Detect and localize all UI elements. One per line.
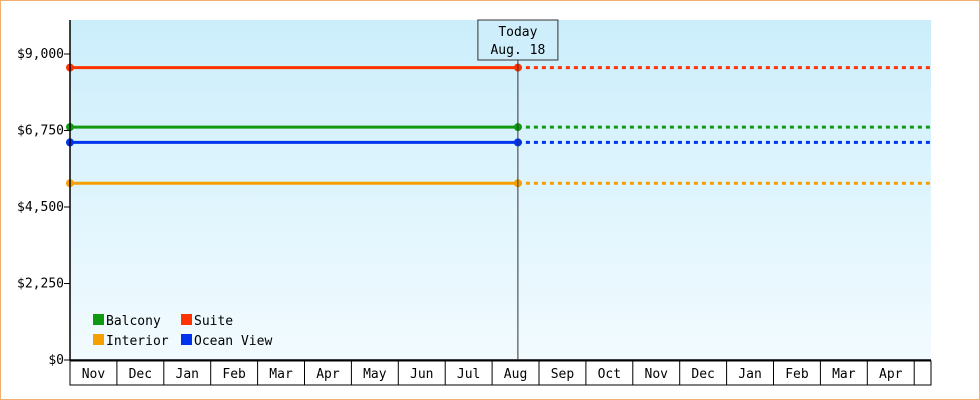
- x-tick-label: Aug: [504, 367, 527, 382]
- x-tick-label: Dec: [129, 367, 152, 382]
- x-tick-label: Apr: [879, 367, 903, 382]
- legend-swatch: [181, 314, 192, 325]
- today-date: Aug. 18: [490, 43, 545, 58]
- x-category-strip: [69, 360, 932, 386]
- x-tick-label: Mar: [269, 367, 293, 382]
- y-tick-label: $9,000: [17, 47, 64, 62]
- y-tick-label: $0: [48, 353, 64, 368]
- x-tick-label: Sep: [551, 367, 575, 382]
- x-tick-label: Feb: [785, 367, 809, 382]
- x-tick-label: Oct: [598, 367, 621, 382]
- legend-label: Suite: [194, 314, 233, 329]
- legend-label: Interior: [106, 334, 169, 349]
- x-tick-label: Feb: [222, 367, 246, 382]
- legend-label: Ocean View: [194, 334, 272, 349]
- y-tick-label: $2,250: [17, 277, 64, 292]
- x-tick-label: Jun: [410, 367, 433, 382]
- legend-label: Balcony: [106, 314, 161, 329]
- x-tick-label: Mar: [832, 367, 856, 382]
- x-tick-label: May: [363, 367, 387, 382]
- x-tick-label: Apr: [316, 367, 340, 382]
- legend-swatch: [181, 334, 192, 345]
- x-tick-label: Jan: [738, 367, 761, 382]
- x-tick-label: Jan: [176, 367, 199, 382]
- x-tick-label: Jul: [457, 367, 480, 382]
- x-tick-label: Dec: [691, 367, 714, 382]
- y-tick-label: $4,500: [17, 200, 64, 215]
- legend-swatch: [93, 314, 104, 325]
- x-tick-label: Nov: [82, 367, 106, 382]
- y-tick-label: $6,750: [17, 124, 64, 139]
- today-label: Today: [498, 25, 537, 40]
- plot-background: [70, 20, 931, 360]
- today-label-box: [477, 19, 559, 61]
- legend-swatch: [93, 334, 104, 345]
- x-tick-label: Nov: [645, 367, 669, 382]
